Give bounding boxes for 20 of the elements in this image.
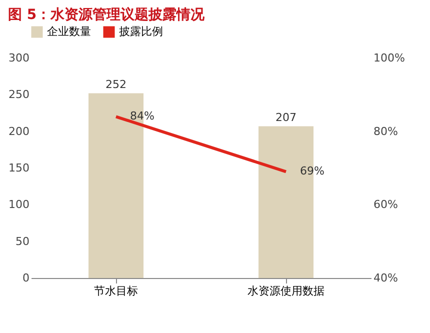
y2-tick-label: 40% (374, 272, 398, 284)
y-tick-label: 100 (8, 198, 30, 212)
x-tick-label: 水资源使用数据 (248, 284, 324, 298)
y-tick-label: 200 (8, 124, 30, 138)
y2-tick-label: 100% (374, 52, 405, 64)
legend-label: 披露比例 (119, 25, 163, 38)
data-label: 207 (276, 111, 296, 124)
y-tick-label: 150 (8, 162, 30, 174)
y-tick-label: 300 (8, 52, 30, 64)
y-tick-label: 50 (16, 234, 30, 248)
y2-tick-label: 60% (374, 198, 398, 212)
y2-tick-label: 80% (374, 124, 398, 138)
y-tick-label: 0 (22, 272, 30, 284)
y-tick-label: 250 (8, 88, 30, 102)
data-label: 252 (106, 78, 126, 92)
data-label: 84% (130, 110, 154, 123)
x-tick-label: 节水目标 (94, 284, 138, 298)
chart-title: 图 5：水资源管理议题披露情况 (8, 6, 206, 23)
legend-label: 企业数量 (47, 25, 91, 38)
data-label: 69% (300, 164, 324, 178)
